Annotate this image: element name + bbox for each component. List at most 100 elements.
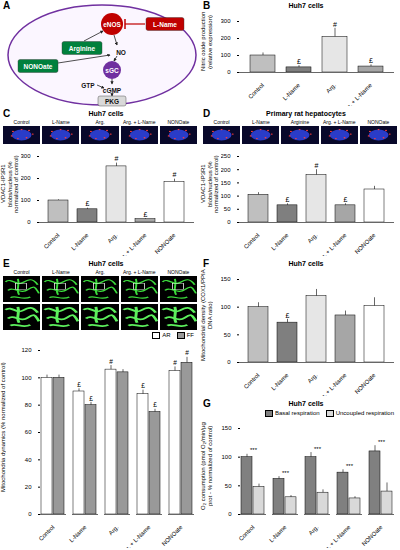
svg-text:0: 0 bbox=[228, 511, 232, 517]
svg-text:#: # bbox=[115, 155, 119, 162]
html-text:VDAC1-IP3R1 blobs/nucleus (% n: VDAC1-IP3R1 blobs/nucleus (% normalized … bbox=[200, 155, 219, 213]
svg-text:***: *** bbox=[282, 470, 290, 476]
svg-text:Arg.: Arg. bbox=[108, 524, 120, 536]
svg-text:0: 0 bbox=[227, 69, 231, 75]
svg-text:200: 200 bbox=[221, 167, 231, 173]
svg-text:Arg. + L-Name: Arg. + L-Name bbox=[316, 232, 348, 256]
svg-text:NONOate: NONOate bbox=[154, 232, 177, 255]
svg-text:Arg.: Arg. bbox=[307, 372, 319, 384]
svg-text:100: 100 bbox=[221, 454, 232, 460]
svg-text:40: 40 bbox=[25, 457, 32, 463]
svg-text:100: 100 bbox=[221, 52, 231, 58]
svg-text:#: # bbox=[173, 171, 177, 178]
svg-text:#: # bbox=[185, 349, 189, 356]
svg-text:120: 120 bbox=[21, 347, 32, 353]
svg-text:£: £ bbox=[153, 401, 157, 408]
svg-text:20: 20 bbox=[25, 484, 32, 490]
svg-text:***: *** bbox=[250, 447, 258, 453]
html-text:A: A bbox=[3, 0, 11, 11]
svg-text:150: 150 bbox=[221, 180, 231, 186]
svg-text:Arg. + L-Name: Arg. + L-Name bbox=[320, 524, 352, 548]
svg-text:0: 0 bbox=[227, 219, 231, 225]
svg-text:300: 300 bbox=[21, 153, 31, 159]
svg-text:L-Name: L-Name bbox=[270, 232, 290, 252]
svg-text:Control: Control bbox=[43, 232, 61, 250]
svg-text:50: 50 bbox=[224, 206, 231, 212]
svg-text:100: 100 bbox=[21, 197, 31, 203]
svg-text:#: # bbox=[333, 21, 337, 28]
svg-text:L-Name: L-Name bbox=[70, 232, 90, 252]
svg-text:£: £ bbox=[86, 200, 90, 207]
svg-text:200: 200 bbox=[221, 35, 231, 41]
html-text:O₂ consumption (pmol O₂/min/µg: O₂ consumption (pmol O₂/min/µg prot - % … bbox=[200, 422, 213, 510]
html-text:G: G bbox=[203, 398, 211, 409]
svg-text:GTP: GTP bbox=[81, 82, 95, 89]
svg-text:£: £ bbox=[286, 196, 290, 203]
svg-text:Arg. + L-Name: Arg. + L-Name bbox=[116, 232, 148, 256]
svg-text:***: *** bbox=[346, 463, 354, 469]
svg-text:200: 200 bbox=[21, 175, 31, 181]
svg-text:***: *** bbox=[378, 439, 386, 445]
svg-text:L-Name: L-Name bbox=[282, 82, 302, 102]
svg-text:0: 0 bbox=[227, 359, 231, 365]
svg-text:NO: NO bbox=[116, 49, 126, 56]
svg-text:L-Name: L-Name bbox=[153, 21, 177, 28]
svg-text:L-Name: L-Name bbox=[68, 524, 88, 544]
svg-text:£: £ bbox=[286, 312, 290, 319]
svg-text:100: 100 bbox=[221, 193, 231, 199]
svg-text:NONOate: NONOate bbox=[354, 372, 377, 395]
svg-text:100: 100 bbox=[21, 375, 32, 381]
svg-text:eNOS: eNOS bbox=[103, 21, 121, 28]
html-text:Nitric oxide production (relat: Nitric oxide production (relative expres… bbox=[200, 11, 213, 72]
svg-text:Control: Control bbox=[243, 372, 261, 390]
svg-text:150: 150 bbox=[221, 425, 232, 431]
svg-text:cGMP: cGMP bbox=[103, 87, 122, 94]
svg-text:Arg.: Arg. bbox=[308, 524, 320, 536]
html-text:B: B bbox=[203, 0, 211, 11]
svg-text:L-Name: L-Name bbox=[270, 372, 290, 392]
svg-text:L-Name: L-Name bbox=[268, 524, 288, 544]
svg-text:£: £ bbox=[369, 57, 373, 64]
svg-text:***: *** bbox=[314, 446, 322, 452]
svg-text:Control: Control bbox=[238, 524, 256, 542]
svg-text:0: 0 bbox=[28, 511, 32, 517]
svg-text:#: # bbox=[173, 359, 177, 366]
svg-text:NONOate: NONOate bbox=[161, 524, 184, 547]
svg-text:sGC: sGC bbox=[105, 67, 119, 74]
svg-text:NONOate: NONOate bbox=[24, 63, 53, 70]
svg-text:£: £ bbox=[141, 382, 145, 389]
svg-text:60: 60 bbox=[25, 429, 32, 435]
svg-text:£: £ bbox=[77, 381, 81, 388]
svg-text:NONOate: NONOate bbox=[361, 524, 384, 547]
svg-text:80: 80 bbox=[25, 402, 32, 408]
svg-text:NONOate: NONOate bbox=[354, 232, 377, 255]
html-text:D: D bbox=[203, 108, 211, 119]
svg-text:Arg.: Arg. bbox=[107, 232, 119, 244]
svg-text:250: 250 bbox=[221, 153, 231, 159]
svg-text:50: 50 bbox=[224, 332, 231, 338]
svg-text:Arg. + L-Name: Arg. + L-Name bbox=[341, 82, 373, 106]
svg-text:Arg.: Arg. bbox=[307, 232, 319, 244]
svg-text:#: # bbox=[315, 162, 319, 169]
svg-text:300: 300 bbox=[221, 18, 231, 24]
svg-text:Arg.: Arg. bbox=[325, 82, 337, 94]
svg-text:Control: Control bbox=[243, 232, 261, 250]
svg-text:£: £ bbox=[344, 196, 348, 203]
svg-text:PKG: PKG bbox=[105, 98, 119, 105]
svg-text:0: 0 bbox=[27, 219, 31, 225]
svg-text:150: 150 bbox=[221, 276, 231, 282]
html-text:Mitochondrial density (COX1/PP: Mitochondrial density (COX1/PPIA DNA rat… bbox=[200, 269, 213, 362]
svg-text:Arg. + L-Name: Arg. + L-Name bbox=[316, 372, 348, 396]
svg-text:Arginine: Arginine bbox=[69, 45, 96, 53]
svg-text:£: £ bbox=[144, 211, 148, 218]
html-text:C: C bbox=[3, 108, 11, 119]
svg-text:Control: Control bbox=[247, 82, 265, 100]
svg-text:Control: Control bbox=[38, 524, 56, 542]
svg-text:100: 100 bbox=[221, 304, 231, 310]
svg-text:Arg. + L-Name: Arg. + L-Name bbox=[120, 524, 152, 548]
svg-text:£: £ bbox=[89, 395, 93, 402]
svg-text:50: 50 bbox=[225, 483, 232, 489]
svg-text:£: £ bbox=[297, 58, 301, 65]
html-text:VDAC1-IP3R1 blobs/nucleus (% n: VDAC1-IP3R1 blobs/nucleus (% normalized … bbox=[0, 155, 19, 213]
svg-text:#: # bbox=[109, 358, 113, 365]
